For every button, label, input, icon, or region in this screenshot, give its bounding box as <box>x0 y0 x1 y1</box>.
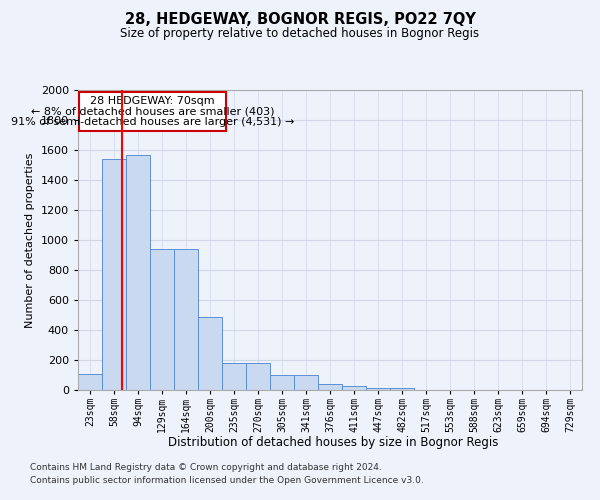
Text: Contains public sector information licensed under the Open Government Licence v3: Contains public sector information licen… <box>30 476 424 485</box>
Bar <box>102 159 126 390</box>
Bar <box>222 363 246 390</box>
Bar <box>198 316 222 390</box>
Y-axis label: Number of detached properties: Number of detached properties <box>25 152 35 328</box>
Bar <box>390 388 414 390</box>
Bar <box>342 386 366 390</box>
Text: Contains HM Land Registry data © Crown copyright and database right 2024.: Contains HM Land Registry data © Crown c… <box>30 464 382 472</box>
Text: 28, HEDGEWAY, BOGNOR REGIS, PO22 7QY: 28, HEDGEWAY, BOGNOR REGIS, PO22 7QY <box>125 12 475 28</box>
Bar <box>318 384 342 390</box>
Bar <box>270 375 294 390</box>
Bar <box>150 249 174 390</box>
Text: Distribution of detached houses by size in Bognor Regis: Distribution of detached houses by size … <box>168 436 498 449</box>
Text: Size of property relative to detached houses in Bognor Regis: Size of property relative to detached ho… <box>121 28 479 40</box>
Bar <box>246 363 270 390</box>
Bar <box>78 374 102 390</box>
Text: ← 8% of detached houses are smaller (403): ← 8% of detached houses are smaller (403… <box>31 106 274 116</box>
Bar <box>366 388 390 390</box>
Text: 91% of semi-detached houses are larger (4,531) →: 91% of semi-detached houses are larger (… <box>11 117 294 127</box>
Bar <box>174 249 198 390</box>
Bar <box>126 154 150 390</box>
FancyBboxPatch shape <box>79 92 226 130</box>
Text: 28 HEDGEWAY: 70sqm: 28 HEDGEWAY: 70sqm <box>90 96 215 106</box>
Bar <box>294 375 318 390</box>
